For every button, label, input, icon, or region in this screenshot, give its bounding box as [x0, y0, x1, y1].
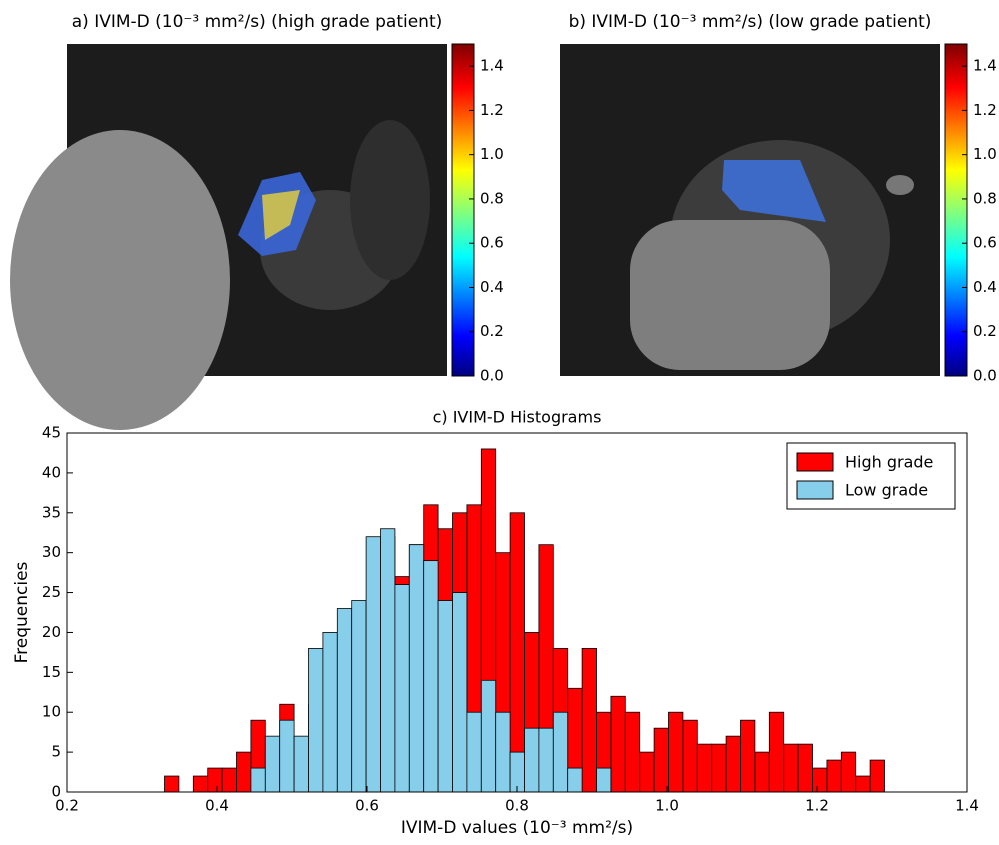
- histogram-bar: [509, 512, 525, 793]
- histogram-bar: [279, 719, 295, 793]
- panel-title: b) IVIM-D (10⁻³ mm²/s) (low grade patien…: [569, 12, 932, 32]
- x-tick-label: 1.4: [955, 797, 979, 815]
- histogram-bar: [423, 560, 439, 793]
- histogram-bar: [437, 600, 453, 793]
- colorbar-tick-label: 0.8: [480, 189, 504, 207]
- colorbar-tick-label: 0.2: [973, 322, 997, 340]
- colorbar-tick-label: 1.0: [973, 145, 997, 163]
- y-tick-label: 15: [42, 663, 61, 681]
- histogram-bar: [408, 544, 425, 793]
- colorbar-tick-label: 0.0: [973, 367, 997, 385]
- histogram-bar: [480, 679, 497, 793]
- histogram-bar: [365, 536, 381, 793]
- histogram-bar: [783, 743, 799, 793]
- y-tick-label: 10: [42, 703, 61, 721]
- x-axis-label: IVIM-D values (10⁻³ mm²/s): [401, 818, 633, 838]
- x-tick-label: 0.4: [205, 797, 229, 815]
- histogram-bar: [668, 711, 684, 793]
- colorbar-tick-label: 0.6: [973, 234, 997, 252]
- legend-label: High grade: [845, 453, 933, 472]
- histogram-bar: [207, 767, 223, 793]
- histogram-bar: [682, 719, 698, 793]
- colorbar-tick-label: 1.2: [480, 101, 504, 119]
- panel-title: a) IVIM-D (10⁻³ mm²/s) (high grade patie…: [72, 12, 443, 32]
- histogram-bar: [768, 711, 785, 793]
- colorbar-tick-label: 0.4: [480, 278, 504, 296]
- colorbar-tick-label: 1.2: [973, 101, 997, 119]
- histogram-bar: [567, 767, 583, 793]
- x-tick-label: 0.2: [55, 797, 79, 815]
- x-tick-label: 1.2: [805, 797, 829, 815]
- histogram-bar: [826, 759, 842, 793]
- histogram-bar: [797, 743, 813, 793]
- y-tick-label: 40: [42, 463, 61, 481]
- y-tick-label: 25: [42, 583, 61, 601]
- mri-image-b: [560, 44, 940, 376]
- histogram-bar: [351, 600, 367, 793]
- histogram-bar: [596, 767, 612, 793]
- x-tick-label: 1.0: [655, 797, 679, 815]
- histogram-bar: [855, 775, 871, 793]
- histogram-bar: [740, 719, 756, 793]
- x-tick-label: 0.8: [505, 797, 529, 815]
- histogram-bar: [524, 727, 540, 793]
- histogram-bar: [250, 767, 266, 793]
- histogram-bar: [293, 735, 309, 793]
- colorbar-tick-label: 1.0: [480, 145, 504, 163]
- histogram-bar: [192, 775, 209, 793]
- histogram-bar: [466, 711, 482, 793]
- y-tick-label: 35: [42, 503, 61, 521]
- histogram-bar: [552, 711, 569, 793]
- x-tick-label: 0.6: [355, 797, 379, 815]
- histogram-bar: [394, 584, 410, 793]
- y-tick-label: 20: [42, 623, 61, 641]
- colorbar-tick-label: 0.6: [480, 234, 504, 252]
- colorbar-tick-label: 0.2: [480, 322, 504, 340]
- histogram-bar: [869, 759, 885, 793]
- histogram-bar: [308, 648, 324, 793]
- histogram-bar: [725, 735, 741, 793]
- chart-title: c) IVIM-D Histograms: [433, 408, 602, 427]
- legend-swatch: [796, 480, 834, 500]
- histogram-bar: [336, 608, 353, 793]
- colorbar: [944, 43, 968, 377]
- histogram-bar: [581, 648, 597, 793]
- histogram-bar: [538, 727, 554, 793]
- histogram-bar: [812, 767, 828, 793]
- colorbar-tick-label: 0.4: [973, 278, 997, 296]
- histogram-bar: [639, 751, 655, 793]
- histogram-bar: [164, 775, 180, 793]
- colorbar: [451, 43, 475, 377]
- colorbar-tick-label: 1.4: [973, 57, 997, 75]
- histogram-bar: [840, 751, 857, 793]
- legend-swatch: [796, 452, 834, 472]
- histogram-bar: [495, 711, 511, 793]
- colorbar-tick-label: 0.8: [973, 189, 997, 207]
- histogram-bar: [653, 727, 669, 793]
- histogram-bar: [711, 743, 727, 793]
- histogram-bar: [221, 767, 237, 793]
- histogram-bar: [380, 528, 396, 793]
- y-axis-label: Frequencies: [12, 561, 32, 663]
- y-tick-label: 30: [42, 543, 61, 561]
- y-tick-label: 5: [51, 743, 61, 761]
- histogram-bar: [264, 735, 281, 793]
- histogram-bar: [696, 743, 713, 793]
- histogram-bar: [236, 751, 252, 793]
- colorbar-tick-label: 1.4: [480, 57, 504, 75]
- histogram-bar: [452, 592, 468, 793]
- mri-image-a: [10, 44, 447, 430]
- y-tick-label: 0: [51, 783, 61, 801]
- histogram-bar: [610, 695, 626, 793]
- colorbar-tick-label: 0.0: [480, 367, 504, 385]
- legend-label: Low grade: [845, 481, 928, 500]
- histogram-bar: [322, 632, 338, 793]
- histogram-bar: [624, 711, 641, 793]
- histogram-bar: [754, 751, 770, 793]
- y-tick-label: 45: [42, 424, 61, 442]
